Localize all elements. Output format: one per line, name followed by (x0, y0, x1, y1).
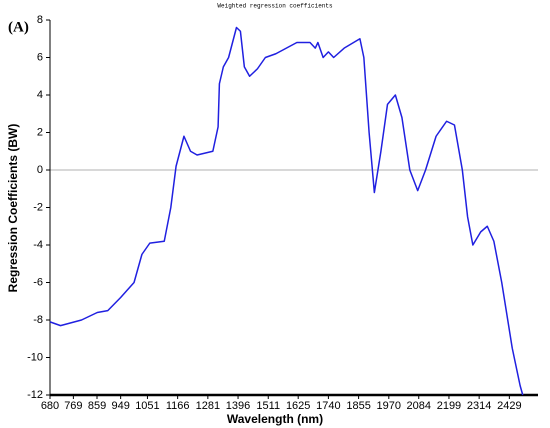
y-tick-label: -12 (27, 389, 43, 401)
y-tick-label: -2 (33, 201, 43, 213)
x-tick-label: 769 (64, 400, 82, 412)
y-tick-label: -8 (33, 314, 43, 326)
x-tick-label: 1511 (256, 400, 280, 412)
x-tick-label: 2314 (467, 400, 491, 412)
y-tick-label: 0 (37, 164, 43, 176)
y-tick-label: 2 (37, 126, 43, 138)
y-tick-label: -6 (33, 276, 43, 288)
x-tick-label: 1855 (346, 400, 370, 412)
x-tick-label: 1970 (377, 400, 401, 412)
x-tick-label: 1051 (135, 400, 159, 412)
y-tick-label: 4 (37, 89, 43, 101)
chart-title: Weighted regression coefficients (217, 3, 333, 10)
x-axis-title: Wavelength (nm) (227, 412, 323, 426)
x-tick-label: 859 (88, 400, 106, 412)
x-tick-label: 1625 (286, 400, 310, 412)
y-tick-label: 6 (37, 51, 43, 63)
y-tick-label: 8 (37, 14, 43, 26)
data-line (49, 26, 524, 396)
panel-label: (A) (8, 19, 29, 35)
x-tick-label: 680 (41, 400, 59, 412)
x-tick-label: 1166 (166, 400, 190, 412)
x-tick-label: 949 (111, 400, 129, 412)
x-tick-label: 2199 (437, 400, 461, 412)
x-tick-label: 1281 (196, 400, 220, 412)
y-axis-title: Regression Coefficients (BW) (6, 124, 20, 293)
x-tick-label: 1740 (316, 400, 340, 412)
x-tick-label: 2084 (407, 400, 431, 412)
y-tick-label: -4 (33, 239, 43, 251)
y-tick-label: -10 (27, 351, 43, 363)
x-tick-label: 1396 (226, 400, 250, 412)
x-tick-label: 2429 (497, 400, 521, 412)
